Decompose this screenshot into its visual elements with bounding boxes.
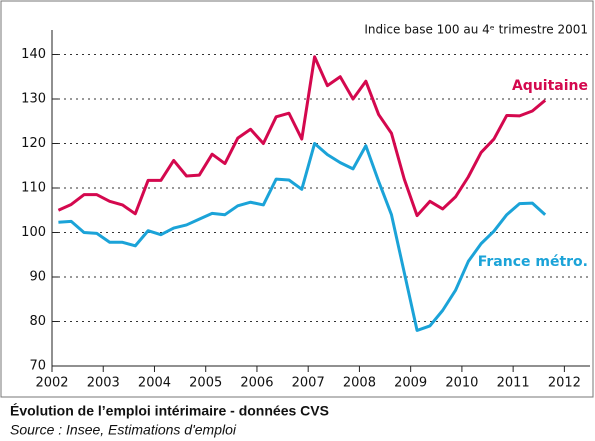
chart-subtitle: Indice base 100 au 4ᵉ trimestre 2001: [364, 23, 588, 37]
y-tick-label: 110: [21, 181, 46, 196]
y-tick-label: 120: [21, 136, 46, 151]
x-tick-label: 2009: [394, 376, 427, 391]
x-tick-label: 2007: [292, 376, 325, 391]
series-label: France métro.: [478, 254, 588, 270]
x-tick-label: 2006: [240, 376, 273, 391]
x-tick-label: 2002: [35, 376, 68, 391]
x-tick-label: 2010: [445, 376, 478, 391]
x-tick-label: 2005: [189, 376, 222, 391]
y-tick-label: 100: [21, 225, 46, 240]
series-label: Aquitaine: [512, 78, 588, 94]
y-tick-label: 80: [29, 314, 46, 329]
x-tick-label: 2011: [497, 376, 530, 391]
x-tick-label: 2008: [343, 376, 376, 391]
y-tick-label: 70: [29, 359, 46, 374]
y-tick-label: 140: [21, 47, 46, 62]
y-tick-label: 90: [29, 270, 46, 285]
x-tick-label: 2003: [87, 376, 120, 391]
x-tick-label: 2012: [548, 376, 581, 391]
chart-source: Source : Insee, Estimations d'emploi: [10, 422, 237, 438]
chart-title: Évolution de l’emploi intérimaire - donn…: [10, 403, 329, 419]
series-line: [58, 142, 547, 332]
x-tick-label: 2004: [138, 376, 171, 391]
series-line: [57, 55, 547, 218]
y-tick-label: 130: [21, 92, 46, 107]
frame: [0, 0, 594, 398]
